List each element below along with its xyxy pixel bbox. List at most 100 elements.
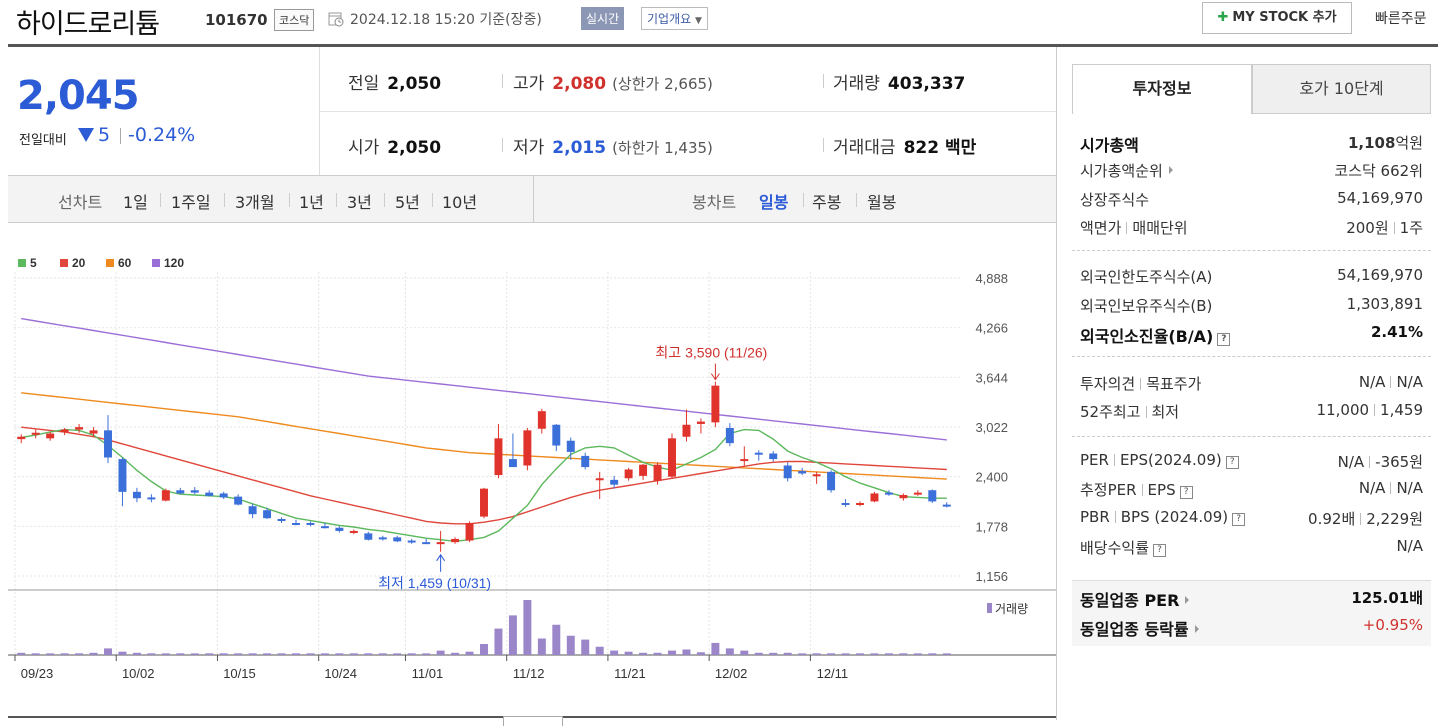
target-label: 목표주가 bbox=[1146, 375, 1202, 393]
volume-bar bbox=[798, 653, 807, 655]
candle-body bbox=[219, 493, 228, 498]
chevron-right-icon[interactable] bbox=[1185, 596, 1190, 604]
volume-bar bbox=[581, 639, 590, 655]
eps: -365원 bbox=[1375, 453, 1423, 471]
volume-bar bbox=[176, 653, 185, 655]
volume-bar bbox=[928, 653, 937, 655]
volume-bar bbox=[335, 653, 344, 655]
pbr-row: PBR BPS (2024.09)? 0.92배 2,229원 bbox=[1080, 508, 1423, 532]
candle-body bbox=[118, 459, 127, 492]
lower-limit: (하한가 1,435) bbox=[612, 139, 713, 157]
quote-datetime: 2024.12.18 15:20 기준(장중) bbox=[350, 12, 542, 28]
volume-legend-swatch bbox=[987, 603, 992, 613]
candle-chart-label: 봉차트 bbox=[692, 193, 737, 212]
candle-body bbox=[812, 474, 821, 477]
current-price: 2,045 bbox=[17, 73, 140, 119]
low-annotation: 최저 1,459 (10/31) bbox=[378, 575, 491, 591]
section-divider bbox=[1072, 250, 1431, 251]
volume-bar bbox=[552, 624, 561, 655]
pbr-label: PBR bbox=[1080, 508, 1110, 526]
candle-body bbox=[566, 440, 575, 452]
candle-body bbox=[407, 540, 416, 543]
legend-swatch bbox=[106, 259, 114, 267]
volume-bar bbox=[349, 653, 358, 655]
foreign-ratio-row: 외국인소진율(B/A)? 2.41% bbox=[1080, 323, 1423, 347]
candle-body bbox=[711, 385, 720, 423]
eps-label: EPS(2024.09) bbox=[1119, 451, 1222, 469]
period-1y[interactable]: 1년 bbox=[299, 193, 324, 212]
company-overview-label: 기업개요 bbox=[647, 12, 692, 26]
candle-body bbox=[581, 455, 590, 468]
candle-body bbox=[335, 527, 344, 531]
chevron-right-icon[interactable] bbox=[1194, 625, 1199, 633]
tab-orderbook-10[interactable]: 호가 10단계 bbox=[1252, 64, 1431, 114]
quote-summary: 전일 2,050 고가 2,080 (상한가 2,665) 거래량 403,337 시가… bbox=[320, 47, 1056, 175]
period-5y[interactable]: 5년 bbox=[395, 193, 420, 212]
stock-name: 하이드로리튬 bbox=[16, 9, 160, 40]
section-divider bbox=[1072, 436, 1431, 437]
period-1w[interactable]: 1주일 bbox=[171, 193, 211, 212]
my-stock-add-button[interactable]: ✚ MY STOCK 추가 bbox=[1202, 2, 1352, 34]
chart-expand-handle[interactable] bbox=[503, 716, 563, 726]
period-10y[interactable]: 10년 bbox=[442, 193, 478, 212]
candle-weekly[interactable]: 주봉 bbox=[812, 193, 842, 212]
volume-bar bbox=[856, 653, 864, 655]
candle-body bbox=[205, 492, 214, 496]
candle-body bbox=[306, 522, 315, 525]
candle-body bbox=[856, 503, 864, 506]
volume-bar bbox=[436, 650, 445, 655]
low-value: 2,015 bbox=[552, 138, 607, 158]
price-change: 5 bbox=[98, 124, 111, 146]
dividend-label: 배당수익률 bbox=[1080, 539, 1150, 557]
help-icon[interactable]: ? bbox=[1232, 513, 1246, 526]
volume-bar bbox=[682, 649, 691, 655]
period-3m[interactable]: 3개월 bbox=[235, 193, 275, 212]
volume-bar bbox=[508, 615, 517, 655]
stock-header: 하이드로리튬 101670 코스닥 2024.12.18 15:20 기준(장중… bbox=[0, 0, 1438, 44]
period-bar-divider bbox=[533, 176, 534, 222]
ma20-line bbox=[21, 426, 947, 525]
company-overview-dropdown[interactable]: 기업개요 ▼ bbox=[641, 7, 708, 30]
low-label: 저가 bbox=[513, 138, 545, 158]
candle-body bbox=[740, 459, 749, 462]
period-3y[interactable]: 3년 bbox=[347, 193, 372, 212]
market-cap-rank: 코스닥 662위 bbox=[1334, 162, 1423, 180]
bps-label: BPS (2024.09) bbox=[1120, 508, 1229, 526]
industry-per: 125.01배 bbox=[1351, 589, 1423, 607]
candle-daily[interactable]: 일봉 bbox=[759, 193, 789, 212]
help-icon[interactable]: ? bbox=[1153, 544, 1167, 557]
candle-body bbox=[161, 490, 170, 501]
price-chart[interactable]: 5 20 60 120 4,888 4,266 3,644 3,022 2,400 1,778 1,… bbox=[8, 224, 1056, 720]
chevron-right-icon[interactable] bbox=[1168, 166, 1173, 174]
per: N/A bbox=[1337, 453, 1365, 471]
volume-bar bbox=[190, 653, 199, 655]
trade-unit: 1주 bbox=[1399, 219, 1423, 237]
help-icon[interactable]: ? bbox=[1225, 456, 1239, 469]
x-tick-label: 12/11 bbox=[817, 666, 849, 681]
candle-monthly[interactable]: 월봉 bbox=[867, 193, 897, 212]
volume-bar bbox=[740, 650, 749, 655]
candle-body bbox=[89, 430, 98, 434]
tab-investment-info[interactable]: 투자정보 bbox=[1072, 64, 1252, 114]
volume-value: 403,337 bbox=[887, 74, 966, 94]
high-label: 고가 bbox=[513, 74, 545, 94]
candle-body bbox=[841, 503, 850, 506]
foreign-ratio-label: 외국인소진율(B/A) bbox=[1080, 327, 1214, 346]
info-tabs: 투자정보 호가 10단계 bbox=[1072, 64, 1431, 114]
industry-chg-label[interactable]: 동일업종 등락률 bbox=[1080, 620, 1189, 639]
period-1d[interactable]: 1일 bbox=[123, 193, 148, 212]
x-tick-label: 10/24 bbox=[324, 666, 357, 681]
help-icon[interactable]: ? bbox=[1179, 486, 1193, 499]
legend-label: 60 bbox=[118, 256, 132, 270]
volume-bar bbox=[263, 653, 272, 655]
industry-per-label[interactable]: 동일업종 PER bbox=[1080, 591, 1180, 610]
candlestick-chart-svg: 5 20 60 120 4,888 4,266 3,644 3,022 2,400 1,778 1,… bbox=[8, 224, 1056, 681]
realtime-badge[interactable]: 실시간 bbox=[581, 7, 625, 30]
candle-body bbox=[610, 479, 619, 485]
quick-order-link[interactable]: 빠른주문 bbox=[1375, 11, 1427, 27]
help-icon[interactable]: ? bbox=[1217, 333, 1231, 346]
high-annotation: 최고 3,590 (11/26) bbox=[655, 345, 767, 361]
est-per: N/A bbox=[1358, 479, 1386, 497]
legend-swatch bbox=[60, 259, 68, 267]
stock-code: 101670 bbox=[205, 11, 268, 29]
